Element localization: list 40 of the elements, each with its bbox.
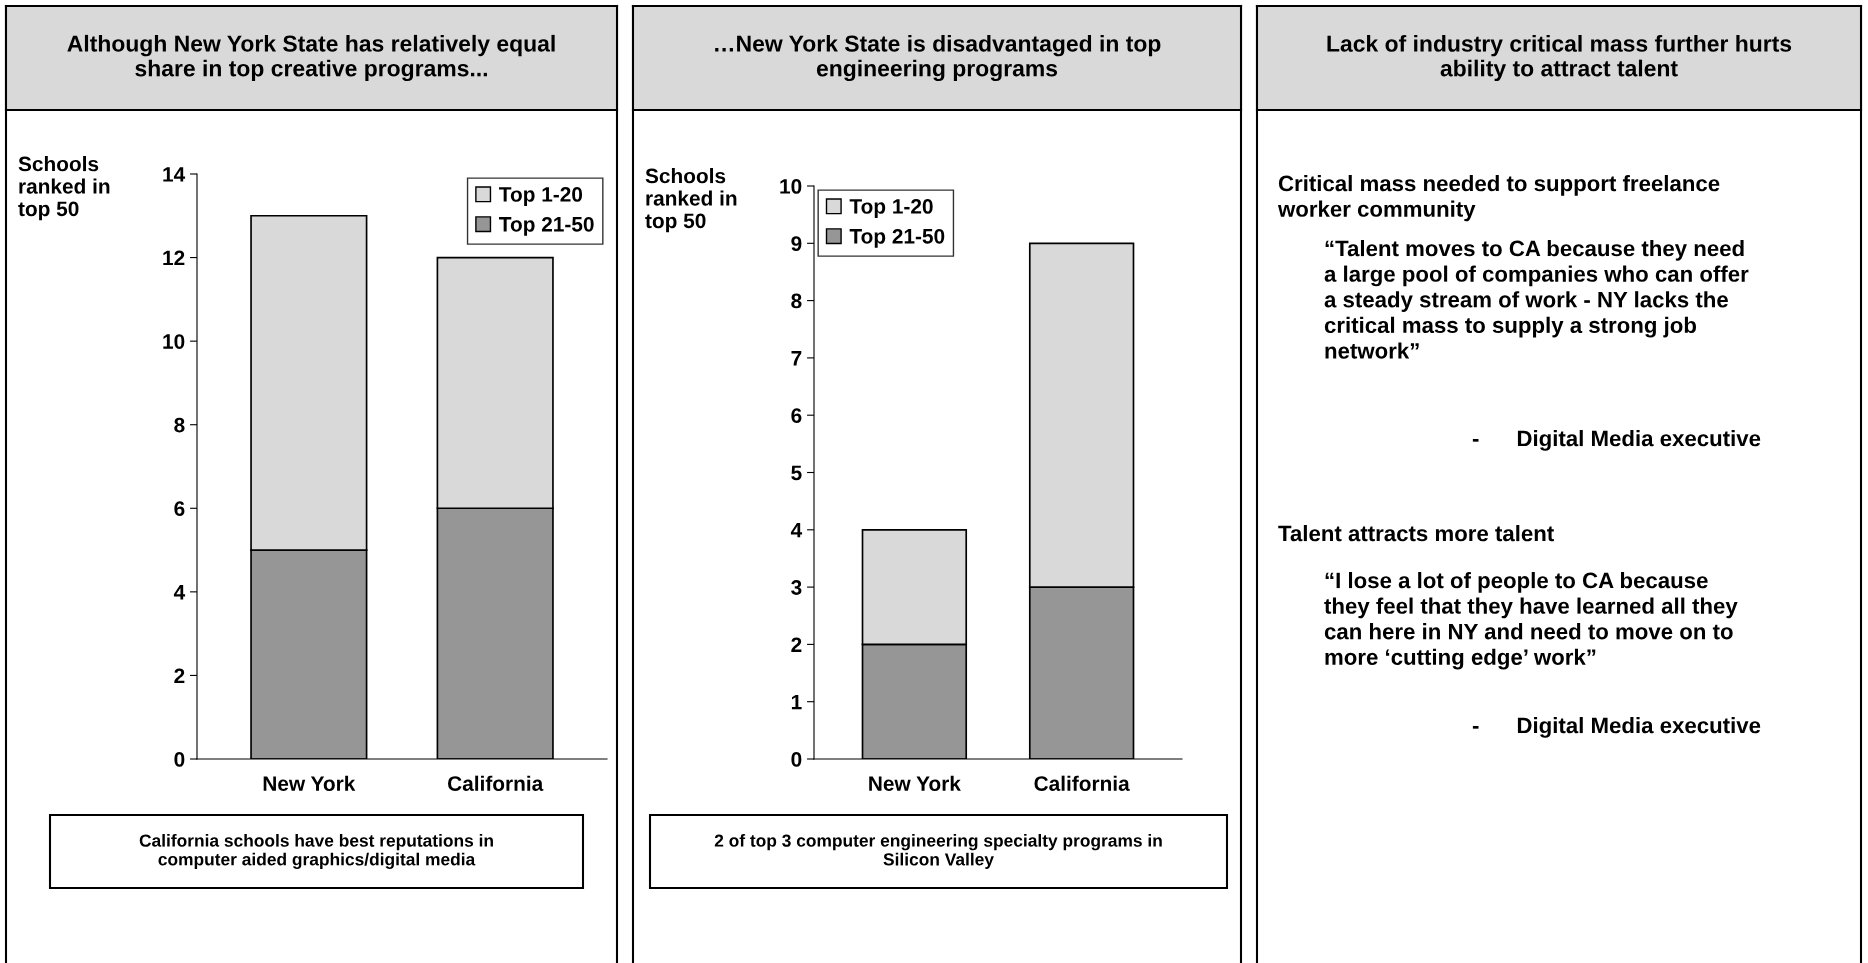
- y-tick-label: 12: [163, 250, 185, 266]
- legend-label: Top 1-20: [849, 199, 933, 218]
- y-tick-label: 4: [173, 585, 186, 600]
- chart-title: Although New York State has relatively equal share in top creative programs...: [67, 34, 555, 82]
- text: “I lose a lot of people to CA because they feel that they have learned all they can here in NY and need to move on to more ‘cutting edge’ work”: [1324, 572, 1738, 670]
- text: - Digital Media executive: [1472, 717, 1761, 738]
- y-tick-label: 6: [174, 501, 185, 517]
- chart-title: …New York State is disadvantaged in top engineering programs: [715, 34, 1161, 82]
- legend-label: Top 21-50: [499, 216, 594, 236]
- legend-label: Top 1-20: [499, 187, 583, 206]
- x-tick-label: California: [1034, 775, 1130, 791]
- y-tick-label: 5: [791, 465, 802, 481]
- y-tick-label: 9: [791, 236, 802, 252]
- y-tick-label: 1: [791, 694, 802, 710]
- text: California schools have best reputations in computer aided graphics/digital media: [139, 834, 493, 869]
- y-tick-label: 0: [174, 752, 185, 767]
- text: Lack of industry critical mass further hurts ability to attract talent: [1327, 34, 1792, 82]
- legend-label: Top 21-50: [849, 228, 945, 248]
- x-tick-label: California: [448, 775, 544, 791]
- text: Critical mass needed to support freelance worker community: [1277, 175, 1720, 222]
- x-tick-label: New York: [263, 775, 356, 791]
- y-tick-label: 0: [791, 752, 802, 767]
- text: - Digital Media executive: [1472, 430, 1761, 451]
- y-tick-label: 7: [791, 351, 802, 366]
- y-axis-title: Schools ranked in top 50: [18, 156, 110, 221]
- y-tick-label: 8: [174, 417, 185, 433]
- y-tick-label: 3: [791, 580, 802, 595]
- y-tick-label: 14: [163, 167, 186, 182]
- y-tick-label: 2: [174, 668, 185, 683]
- x-tick-label: New York: [869, 775, 961, 791]
- y-tick-label: 10: [163, 334, 185, 349]
- y-tick-label: 6: [791, 408, 802, 423]
- text: 2 of top 3 computer engineering specialty programs in Silicon Valley: [714, 834, 1162, 869]
- y-tick-label: 10: [780, 179, 802, 194]
- y-axis-title: Schools ranked in top 50: [645, 168, 737, 233]
- y-tick-label: 4: [790, 523, 803, 538]
- y-tick-label: 2: [791, 637, 802, 652]
- y-tick-label: 8: [791, 293, 802, 309]
- text: “Talent moves to CA because they need a large pool of companies who can offer a steady stream of work - NY lacks the critical mass to supply a strong job network”: [1324, 240, 1749, 359]
- text: Talent attracts more talent: [1278, 525, 1554, 542]
